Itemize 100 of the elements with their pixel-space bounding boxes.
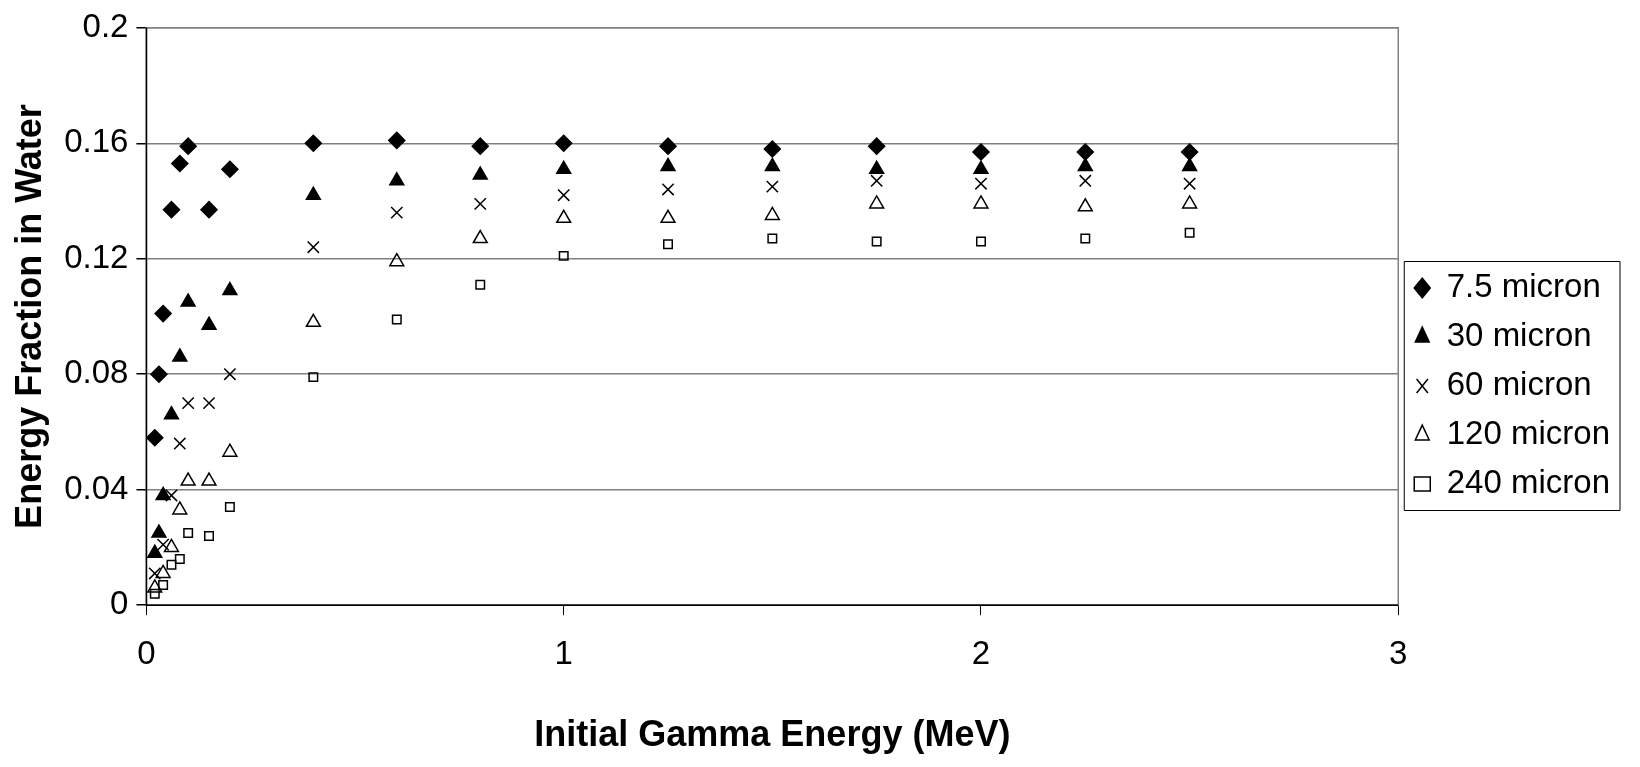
- point: [554, 134, 573, 153]
- point: [156, 538, 170, 551]
- point: [763, 140, 782, 158]
- point: [767, 233, 778, 244]
- point: [972, 143, 990, 161]
- point: [179, 137, 197, 155]
- point: [166, 559, 177, 570]
- point: [171, 154, 189, 173]
- point: [867, 137, 886, 155]
- y-tick-label: 0.08: [64, 353, 129, 391]
- point: [868, 195, 885, 209]
- x-tick-label: 1: [554, 634, 573, 672]
- point: [305, 186, 322, 200]
- x-tick-label: 0: [137, 634, 156, 672]
- point: [974, 177, 988, 191]
- point: [223, 367, 237, 381]
- point: [1181, 195, 1198, 209]
- point: [204, 530, 215, 541]
- point: [660, 209, 676, 224]
- point: [201, 472, 217, 486]
- point: [472, 166, 488, 180]
- point: [973, 195, 989, 209]
- point: [155, 486, 171, 501]
- y-tick-label: 0.16: [64, 122, 129, 160]
- point: [764, 206, 781, 221]
- y-tick-label: 0.2: [82, 6, 129, 44]
- x-tick-label: 2: [971, 634, 991, 672]
- point: [660, 157, 676, 172]
- point: [471, 137, 489, 155]
- point: [158, 580, 169, 590]
- point: [172, 348, 188, 362]
- x-tick-label: 3: [1389, 634, 1408, 672]
- y-tick-label: 0.12: [64, 237, 129, 275]
- point: [221, 160, 239, 179]
- point: [1183, 177, 1197, 191]
- point: [1077, 157, 1093, 172]
- point: [202, 396, 216, 410]
- point: [1181, 157, 1198, 172]
- point: [181, 396, 195, 410]
- point: [163, 405, 180, 420]
- point: [661, 183, 675, 196]
- point: [973, 160, 989, 175]
- point: [150, 365, 168, 383]
- y-axis-title: Energy Fraction in Water: [7, 104, 49, 529]
- point: [147, 579, 163, 593]
- point: [1180, 143, 1199, 161]
- point: [1080, 233, 1091, 244]
- x-axis-title: Initial Gamma Energy (MeV): [534, 713, 1011, 755]
- legend-label: 240 micron: [1446, 463, 1611, 501]
- point: [1076, 143, 1095, 161]
- point: [165, 489, 178, 502]
- point: [180, 293, 196, 307]
- point: [389, 172, 405, 186]
- point: [163, 538, 180, 553]
- point: [151, 524, 167, 538]
- point: [391, 314, 402, 325]
- point: [222, 443, 238, 457]
- point: [764, 157, 781, 172]
- point: [162, 200, 181, 219]
- y-tick-label: 0.04: [64, 468, 129, 506]
- point: [1184, 227, 1195, 238]
- point: [558, 250, 569, 261]
- legend-label: 7.5 micron: [1446, 267, 1601, 305]
- point: [200, 200, 218, 219]
- point: [172, 501, 188, 515]
- point: [472, 229, 488, 244]
- point: [305, 313, 322, 328]
- point: [174, 554, 185, 564]
- point: [659, 137, 677, 155]
- point: [556, 160, 572, 175]
- point: [1077, 198, 1093, 212]
- point: [663, 239, 674, 250]
- legend-label: 60 micron: [1446, 365, 1592, 403]
- legend-label: 120 micron: [1446, 414, 1611, 452]
- point: [224, 502, 235, 513]
- point: [149, 588, 160, 599]
- point: [183, 528, 194, 539]
- point: [475, 279, 486, 290]
- point: [222, 281, 238, 296]
- point: [871, 236, 882, 247]
- point: [147, 544, 163, 558]
- point: [304, 134, 323, 153]
- point: [201, 316, 217, 330]
- point: [308, 372, 319, 383]
- point: [388, 131, 406, 150]
- point: [173, 437, 187, 450]
- legend-label: 30 micron: [1446, 316, 1592, 354]
- point: [146, 429, 164, 447]
- point: [390, 206, 404, 219]
- point: [155, 564, 171, 579]
- point: [1078, 174, 1092, 188]
- point: [868, 160, 885, 175]
- point: [975, 236, 986, 247]
- point: [180, 472, 196, 486]
- point: [148, 567, 162, 580]
- point: [389, 252, 405, 267]
- point: [765, 180, 779, 193]
- point: [306, 240, 320, 254]
- point: [154, 304, 172, 323]
- point: [473, 197, 487, 211]
